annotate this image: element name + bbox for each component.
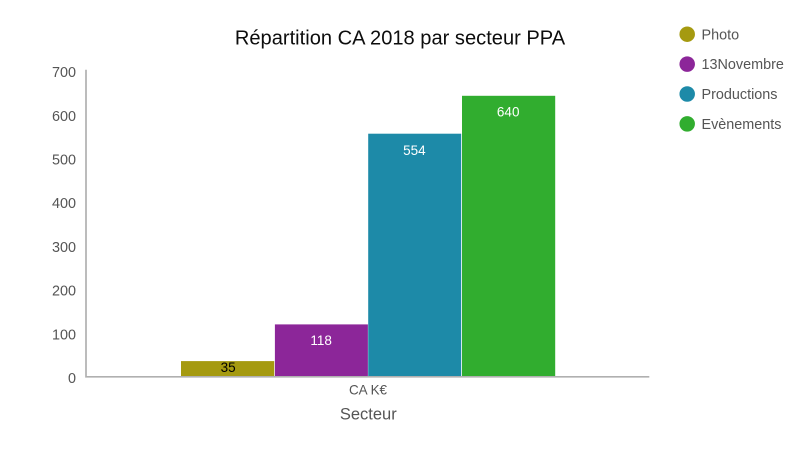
svg-text:35: 35 (221, 360, 236, 375)
svg-text:554: 554 (403, 143, 426, 158)
svg-text:400: 400 (52, 196, 76, 212)
svg-text:700: 700 (52, 65, 76, 81)
svg-text:600: 600 (52, 109, 76, 125)
svg-text:300: 300 (52, 240, 76, 256)
svg-text:CA K€: CA K€ (349, 382, 388, 397)
svg-text:640: 640 (497, 105, 520, 120)
svg-text:Secteur: Secteur (340, 406, 397, 424)
svg-text:0: 0 (68, 371, 76, 387)
svg-text:118: 118 (310, 333, 332, 348)
svg-text:Photo: Photo (702, 27, 740, 43)
svg-text:200: 200 (52, 284, 76, 300)
svg-text:Evènements: Evènements (702, 117, 782, 133)
svg-text:13Novembre: 13Novembre (702, 57, 784, 73)
svg-text:100: 100 (52, 327, 76, 343)
svg-text:Répartition CA 2018 par secteu: Répartition CA 2018 par secteur PPA (235, 27, 566, 49)
svg-text:500: 500 (52, 153, 76, 169)
svg-text:Productions: Productions (702, 87, 778, 103)
